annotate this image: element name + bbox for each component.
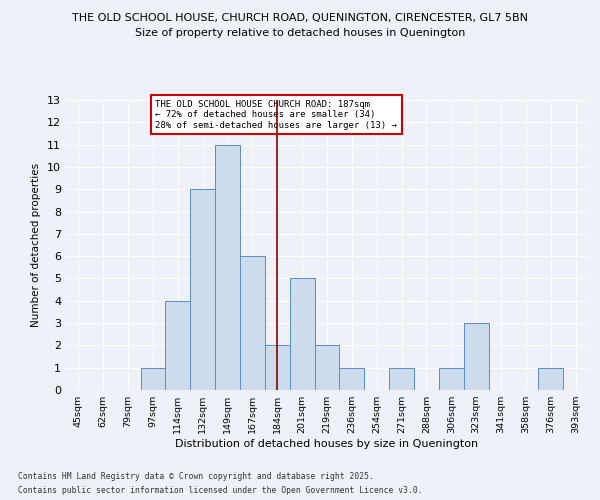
Bar [140, 368, 166, 390]
Text: Contains public sector information licensed under the Open Government Licence v3: Contains public sector information licen… [18, 486, 422, 495]
Text: Size of property relative to detached houses in Quenington: Size of property relative to detached ho… [135, 28, 465, 38]
Bar [464, 323, 488, 390]
Bar [215, 144, 240, 390]
Text: Contains HM Land Registry data © Crown copyright and database right 2025.: Contains HM Land Registry data © Crown c… [18, 472, 374, 481]
Bar [439, 368, 464, 390]
X-axis label: Distribution of detached houses by size in Quenington: Distribution of detached houses by size … [175, 439, 479, 449]
Text: THE OLD SCHOOL HOUSE CHURCH ROAD: 187sqm
← 72% of detached houses are smaller (3: THE OLD SCHOOL HOUSE CHURCH ROAD: 187sqm… [155, 100, 397, 130]
Bar [240, 256, 265, 390]
Bar [290, 278, 314, 390]
Bar [190, 189, 215, 390]
Bar [389, 368, 414, 390]
Bar [265, 346, 290, 390]
Bar [538, 368, 563, 390]
Y-axis label: Number of detached properties: Number of detached properties [31, 163, 41, 327]
Bar [314, 346, 340, 390]
Bar [340, 368, 364, 390]
Bar [166, 301, 190, 390]
Text: THE OLD SCHOOL HOUSE, CHURCH ROAD, QUENINGTON, CIRENCESTER, GL7 5BN: THE OLD SCHOOL HOUSE, CHURCH ROAD, QUENI… [72, 12, 528, 22]
